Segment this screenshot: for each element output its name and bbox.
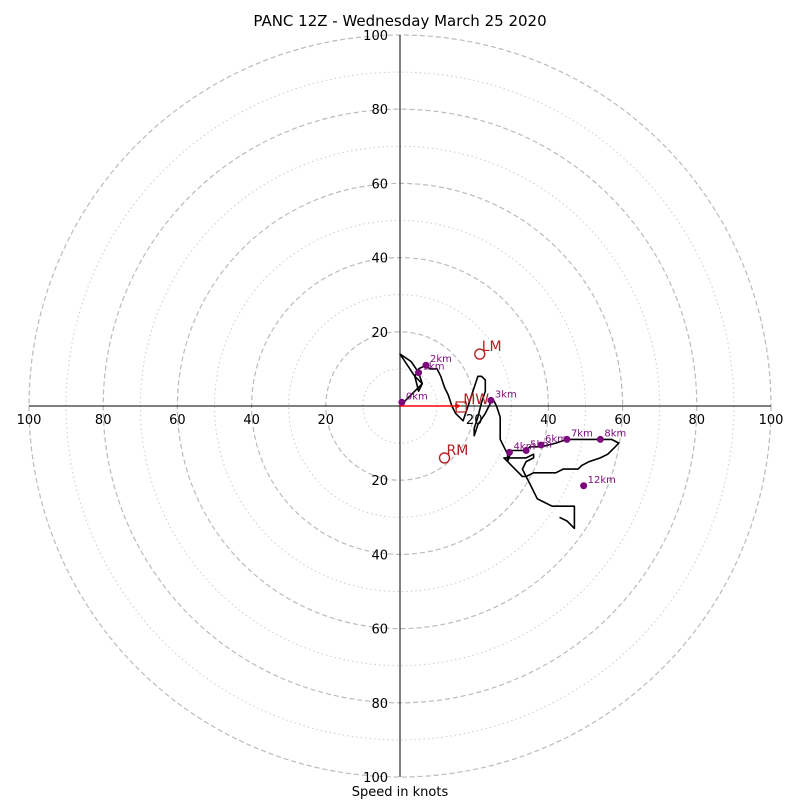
height-marker-4km [505,448,513,456]
x-axis-label: Speed in knots [352,785,449,800]
height-marker-7km [563,435,571,443]
height-label-4km: 4km [513,441,535,452]
y-tick-label: 20 [371,474,388,489]
y-tick-label: 80 [371,697,388,712]
height-marker-2km [422,361,430,369]
height-marker-12km [580,482,588,490]
height-label-8km: 8km [604,428,626,439]
y-tick-label: 100 [363,771,388,786]
storm-motion-label-rm: RM [447,443,469,459]
height-label-6km: 6km [545,434,567,445]
x-tick-label: 20 [318,413,335,428]
y-tick-label: 40 [371,548,388,563]
y-tick-label: 60 [371,623,388,638]
x-tick-label: 100 [17,413,42,428]
height-marker-6km [537,441,545,449]
storm-motion-markers: LM RM [438,339,502,464]
height-markers: 0km2km1km3km4km5km6km7km8km12km [398,354,626,490]
height-label-2km: 2km [430,354,452,365]
y-tick-label: 80 [371,103,388,118]
x-tick-label: 40 [540,413,557,428]
height-label-0km: 0km [406,391,428,402]
height-label-7km: 7km [571,428,593,439]
chart-title: PANC 12Z - Wednesday March 25 2020 [253,12,546,30]
y-tick-label: 40 [371,252,388,267]
height-marker-8km [596,435,604,443]
height-marker-0km [398,398,406,406]
height-label-1km: 1km [423,362,445,373]
height-label-3km: 3km [495,389,517,400]
tick-labels: 100 80 60 40 20 20 40 60 80 100100806040202040608… [17,29,784,786]
height-marker-1km [415,369,423,377]
hodograph-line [399,353,620,530]
y-tick-label: 20 [371,326,388,341]
x-tick-label: 60 [614,413,631,428]
storm-motion-rm [438,452,451,464]
mean-wind-label: MW [463,392,489,408]
y-tick-label: 100 [363,29,388,44]
x-tick-label: 60 [169,413,186,428]
x-tick-label: 100 [759,413,784,428]
x-tick-label: 40 [243,413,260,428]
x-tick-label: 80 [95,413,112,428]
mean-wind-layer: MW [400,392,489,413]
y-tick-label: 60 [371,177,388,192]
height-label-12km: 12km [588,475,616,486]
height-marker-3km [487,396,495,404]
mean-wind-marker [455,401,467,413]
storm-motion-lm [474,348,486,360]
hodograph-trace [399,353,620,530]
height-marker-5km [522,447,530,455]
x-tick-label: 80 [689,413,706,428]
storm-motion-label-lm: LM [482,339,502,355]
